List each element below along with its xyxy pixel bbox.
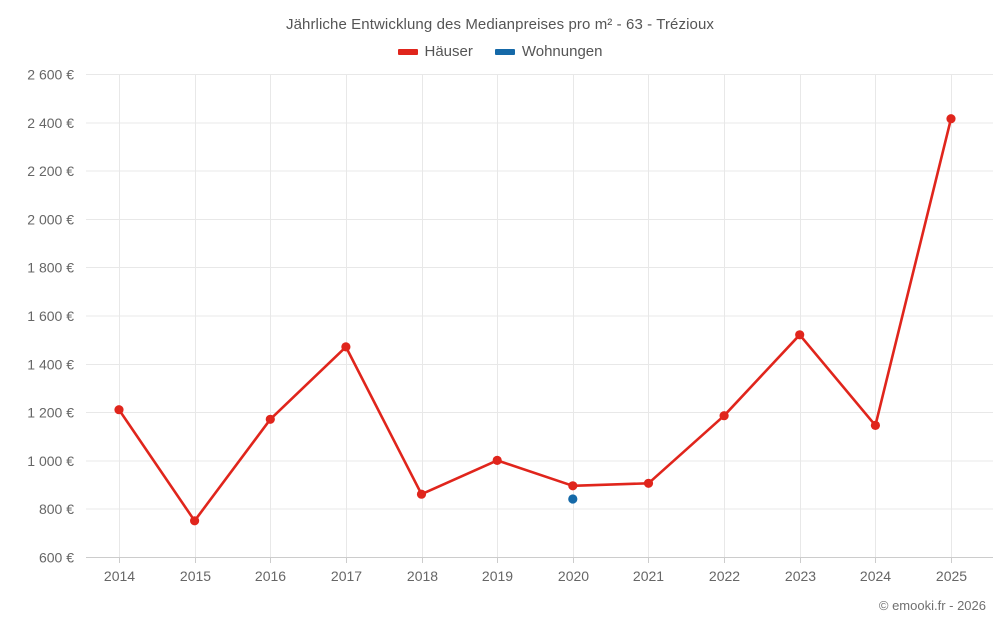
footer-credit: © emooki.fr - 2026 <box>878 598 986 613</box>
data-point-hauser[interactable] <box>568 481 578 491</box>
data-point-hauser[interactable] <box>719 411 729 421</box>
data-point-hauser[interactable] <box>416 489 427 499</box>
y-axis-tick-label: 1 200 € <box>27 405 74 421</box>
legend-label-wohnungen: Wohnungen <box>521 43 603 60</box>
x-axis-tick-label: 2018 <box>407 568 438 584</box>
y-axis-tick-label: 1 600 € <box>27 308 74 324</box>
data-point-hauser[interactable] <box>946 114 956 124</box>
data-point-hauser[interactable] <box>341 342 351 352</box>
x-axis-tick-label: 2024 <box>860 568 891 584</box>
data-point-hauser[interactable] <box>492 455 502 465</box>
y-axis-tick-label: 1 800 € <box>27 260 74 276</box>
y-axis-tick-label: 2 200 € <box>27 163 74 179</box>
legend-swatch-hauser <box>397 48 418 55</box>
y-axis-tick-label: 800 € <box>39 501 74 517</box>
x-axis-tick-label: 2017 <box>331 568 362 584</box>
y-axis-tick-label: 2 400 € <box>27 115 74 131</box>
x-axis-tick-label: 2025 <box>936 568 967 584</box>
y-axis-tick-label: 600 € <box>39 550 74 566</box>
legend-item-hauser[interactable]: Häuser <box>397 43 473 60</box>
legend-label-hauser: Häuser <box>424 43 473 60</box>
data-point-hauser[interactable] <box>114 405 124 415</box>
data-point-hauser[interactable] <box>870 420 881 430</box>
x-axis-tick-label: 2022 <box>709 568 740 584</box>
data-point-hauser[interactable] <box>265 414 275 424</box>
legend-item-wohnungen[interactable]: Wohnungen <box>494 43 603 60</box>
y-axis-tick-label: 1 000 € <box>27 453 74 469</box>
data-point-hauser[interactable] <box>643 478 654 488</box>
x-axis-tick-label: 2015 <box>180 568 211 584</box>
series-line-hauser <box>117 117 953 523</box>
data-point-hauser[interactable] <box>795 330 805 340</box>
y-axis-tick-label: 1 400 € <box>27 356 74 372</box>
legend-swatch-wohnungen <box>494 48 515 55</box>
x-axis-tick-label: 2016 <box>255 568 286 584</box>
data-point-wohnungen[interactable] <box>568 494 578 504</box>
chart-title: Jährliche Entwicklung des Medianpreises … <box>285 16 715 33</box>
x-axis-tick-label: 2019 <box>482 568 513 584</box>
x-axis-tick-label: 2023 <box>785 568 816 584</box>
y-axis-tick-label: 2 600 € <box>27 67 74 83</box>
chart-legend: Häuser Wohnungen <box>0 44 1000 59</box>
x-axis-tick-label: 2021 <box>633 568 664 584</box>
y-axis-tick-label: 2 000 € <box>27 211 74 227</box>
data-point-hauser[interactable] <box>190 516 200 526</box>
x-axis-tick-label: 2014 <box>104 568 135 584</box>
x-axis-tick-label: 2020 <box>558 568 589 584</box>
